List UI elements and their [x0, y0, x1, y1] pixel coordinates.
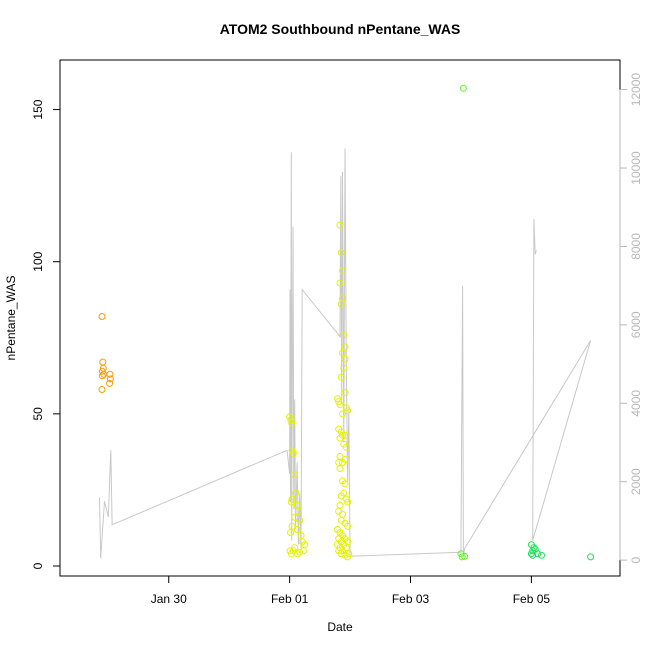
- data-point: [340, 331, 348, 339]
- data-point: [339, 349, 346, 357]
- data-point: [291, 513, 299, 521]
- data-point: [341, 480, 349, 488]
- data-point: [336, 434, 344, 442]
- x-axis-label: Date: [327, 620, 353, 634]
- data-point: [300, 547, 307, 555]
- data-point: [334, 395, 341, 403]
- data-point: [287, 529, 294, 536]
- y-right-tick-label: 0: [629, 556, 643, 563]
- data-point: [342, 443, 350, 451]
- data-point: [344, 407, 352, 415]
- y-right-tick-label: 2000: [629, 468, 643, 495]
- x-tick-label: Feb 01: [271, 592, 309, 606]
- data-point: [106, 379, 114, 387]
- data-point: [337, 550, 345, 558]
- data-point: [294, 507, 302, 515]
- data-point: [538, 551, 545, 559]
- data-point: [339, 267, 346, 275]
- chart-title: ATOM2 Southbound nPentane_WAS: [220, 21, 461, 37]
- y-left-tick-label: 100: [31, 251, 45, 271]
- data-point: [106, 375, 114, 383]
- y-right-tick-label: 12000: [629, 73, 643, 107]
- y-left-tick-label: 0: [31, 562, 45, 569]
- data-point: [289, 449, 297, 457]
- data-point: [99, 358, 107, 366]
- y-right-tick-label: 6000: [629, 311, 643, 338]
- data-point: [534, 550, 542, 558]
- y-right-tick-label: 4000: [629, 390, 643, 417]
- data-point: [292, 489, 300, 497]
- data-point: [337, 249, 345, 257]
- data-point: [336, 279, 344, 287]
- data-point: [288, 419, 296, 427]
- y-left-tick-label: 150: [31, 99, 45, 119]
- data-point: [98, 372, 106, 380]
- data-point: [291, 544, 299, 552]
- data-point: [344, 498, 352, 506]
- data-point: [337, 300, 345, 308]
- data-point: [296, 516, 304, 524]
- data-point: [530, 544, 538, 552]
- data-point: [335, 507, 343, 515]
- data-point: [293, 526, 301, 533]
- y-left-tick-label: 50: [31, 407, 45, 421]
- points-layer: [98, 84, 595, 561]
- data-point: [291, 471, 299, 479]
- data-point: [340, 364, 348, 372]
- data-point: [287, 416, 295, 424]
- data-point: [339, 410, 346, 418]
- data-point: [337, 373, 345, 381]
- y-right-tick-label: 8000: [629, 233, 643, 260]
- y-axis-label: nPentane_WAS: [4, 276, 18, 361]
- data-point: [344, 553, 352, 561]
- data-point: [341, 456, 349, 463]
- data-point: [459, 84, 467, 92]
- data-point: [345, 550, 353, 558]
- data-point: [336, 501, 344, 509]
- y-right-tick-label: 10000: [629, 151, 643, 185]
- data-point: [341, 431, 349, 439]
- x-tick-label: Jan 30: [151, 592, 187, 606]
- data-point: [587, 553, 595, 561]
- data-point: [529, 551, 537, 559]
- x-axis: Jan 30 Feb 01 Feb 03 Feb 05: [151, 575, 551, 606]
- data-point: [287, 498, 295, 506]
- y-axis-left: 0 50 100 150: [31, 99, 61, 569]
- data-point: [336, 221, 344, 229]
- data-point: [337, 492, 345, 500]
- data-point: [336, 465, 344, 473]
- data-point: [106, 370, 114, 378]
- data-point: [288, 495, 296, 503]
- data-point: [461, 552, 469, 560]
- data-point: [341, 355, 349, 363]
- data-point: [341, 343, 349, 351]
- y-axis-right: 0 2000 4000 6000 8000 10000 12000: [619, 73, 643, 563]
- data-point: [98, 386, 106, 393]
- x-tick-label: Feb 05: [513, 592, 551, 606]
- x-tick-label: Feb 03: [392, 592, 430, 606]
- data-point: [296, 548, 304, 556]
- data-point: [344, 522, 352, 530]
- data-point: [98, 313, 106, 320]
- data-point: [341, 389, 349, 397]
- data-point: [458, 553, 466, 561]
- data-point: [339, 510, 346, 518]
- data-point: [336, 401, 344, 409]
